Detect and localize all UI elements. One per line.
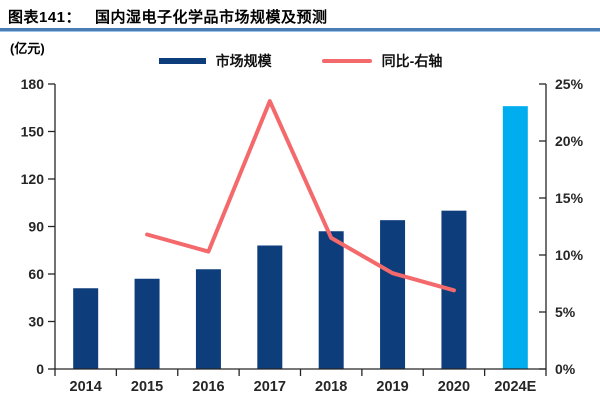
bar-2016 — [195, 269, 221, 369]
x-tick-label-2020: 2020 — [438, 379, 470, 395]
x-tick-label-2015: 2015 — [131, 379, 163, 395]
title-divider — [0, 28, 600, 32]
figure-label: 图表141： — [8, 9, 82, 26]
bar-2017 — [257, 245, 283, 369]
x-tick-label-2019: 2019 — [376, 379, 408, 395]
left-axis-tick-label: 150 — [21, 124, 45, 140]
x-tick-label-2016: 2016 — [192, 379, 224, 395]
left-axis-tick-label: 90 — [28, 219, 44, 235]
left-axis-tick-label: 120 — [21, 171, 45, 187]
right-axis-tick-label: 20% — [555, 133, 584, 149]
figure-title: 图表141： 国内湿电子化学品市场规模及预测 — [8, 6, 592, 27]
right-axis-tick-label: 25% — [555, 76, 584, 92]
left-axis-tick-label: 180 — [21, 76, 45, 92]
bar-2015 — [134, 278, 160, 369]
bar-2019 — [380, 220, 406, 369]
bar-2024E — [502, 106, 528, 370]
bar-2018 — [318, 231, 344, 369]
left-axis-tick-label: 60 — [28, 266, 44, 282]
legend-bar-label: 市场规模 — [215, 53, 272, 69]
legend-bar-swatch-icon — [158, 58, 206, 64]
yoy-line — [145, 99, 456, 293]
legend-line-swatch-icon — [321, 59, 372, 63]
chart-legend: 市场规模 同比-右轴 — [55, 52, 546, 70]
title-divider-light-line — [0, 31, 600, 32]
x-tick-label-2014: 2014 — [70, 379, 102, 395]
right-axis-tick-label: 15% — [555, 190, 584, 206]
x-tick-label-2018: 2018 — [315, 379, 347, 395]
left-axis-unit-label: (亿元) — [10, 41, 45, 56]
right-axis-tick-label: 0% — [555, 361, 576, 377]
x-tick-label-2017: 2017 — [254, 379, 286, 395]
left-axis-tick-label: 0 — [36, 361, 44, 377]
right-axis-tick-label: 5% — [555, 304, 576, 320]
right-axis-tick-label: 10% — [555, 247, 584, 263]
legend-line-label: 同比-右轴 — [381, 53, 443, 69]
figure-title-text: 国内湿电子化学品市场规模及预测 — [95, 9, 328, 26]
left-axis-tick-label: 30 — [28, 314, 44, 330]
x-tick-label-2024E: 2024E — [494, 379, 536, 395]
bar-2014 — [73, 288, 99, 369]
title-divider-dark-line — [0, 28, 600, 31]
